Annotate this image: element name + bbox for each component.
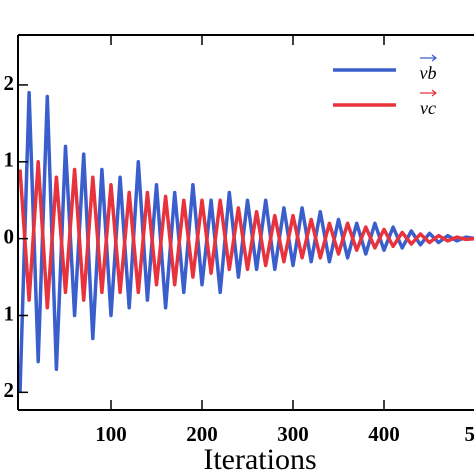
x-tick-label: 200 [186,422,218,446]
x-tick-label: 50 [465,422,474,446]
line-series [18,160,474,310]
y-tick-label: 1 [4,148,15,172]
y-tick-label: 0 [4,224,15,248]
y-tick-label: 2 [4,378,15,402]
x-tick-label: 300 [277,422,309,446]
x-axis-label: Iterations [203,443,316,474]
legend-arrow [420,89,437,97]
legend-label: vc [420,98,436,118]
x-tick-label: 100 [95,422,127,446]
line-series [18,90,474,393]
x-tick-label: 400 [368,422,400,446]
legend-arrow [420,54,437,62]
y-tick-label: 1 [4,301,15,325]
y-tick-label: 2 [4,71,15,95]
legend-label: vb [420,63,437,83]
